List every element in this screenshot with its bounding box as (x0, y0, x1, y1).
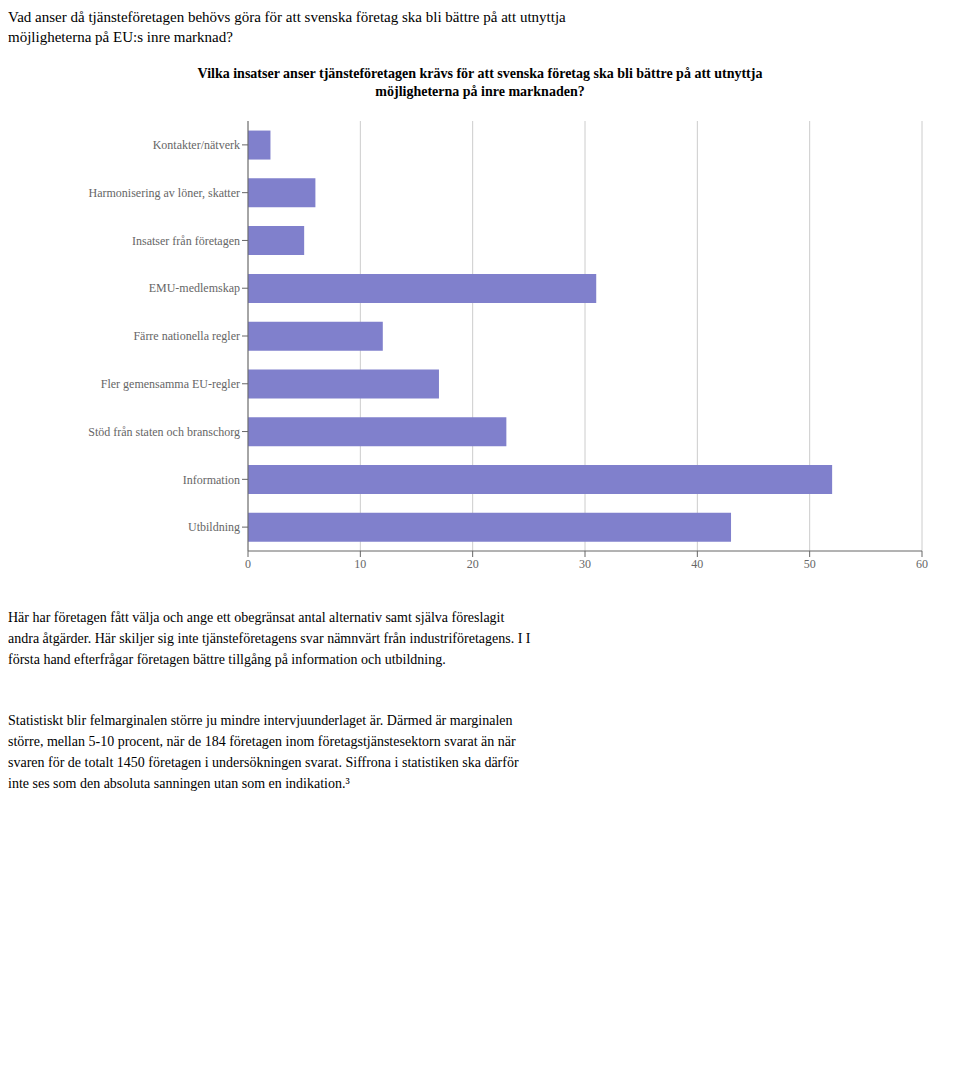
html-text:Vilka insatser anser tjänstefö: Vilka insatser anser tjänsteföretagen kr… (197, 66, 763, 100)
svg-text:Harmonisering av löner, skatte: Harmonisering av löner, skatter (89, 186, 240, 200)
svg-text:10: 10 (354, 557, 366, 571)
svg-text:Stöd från staten och branschor: Stöd från staten och branschorg (88, 425, 240, 439)
svg-text:Information: Information (183, 473, 240, 487)
svg-text:Utbildning: Utbildning (188, 521, 240, 535)
svg-text:Fler gemensamma EU-regler: Fler gemensamma EU-regler (101, 377, 240, 391)
svg-text:0: 0 (245, 557, 251, 571)
svg-text:40: 40 (691, 557, 703, 571)
svg-text:EMU-medlemskap: EMU-medlemskap (149, 282, 240, 296)
html-text:Här har företagen fått välja o: Här har företagen fått välja och ange et… (8, 610, 531, 668)
svg-text:60: 60 (916, 557, 928, 571)
svg-text:Insatser från företagen: Insatser från företagen (132, 234, 240, 248)
svg-text:30: 30 (579, 557, 591, 571)
svg-text:20: 20 (467, 557, 479, 571)
svg-text:Färre nationella regler: Färre nationella regler (133, 330, 240, 344)
html-text:Statistiskt blir felmarginalen: Statistiskt blir felmarginalen större ju… (8, 713, 519, 792)
svg-text:Kontakter/nätverk: Kontakter/nätverk (153, 139, 240, 153)
html-text:Vad anser då tjänsteföretagen: Vad anser då tjänsteföretagen behövs gör… (8, 9, 566, 45)
svg-text:50: 50 (804, 557, 816, 571)
